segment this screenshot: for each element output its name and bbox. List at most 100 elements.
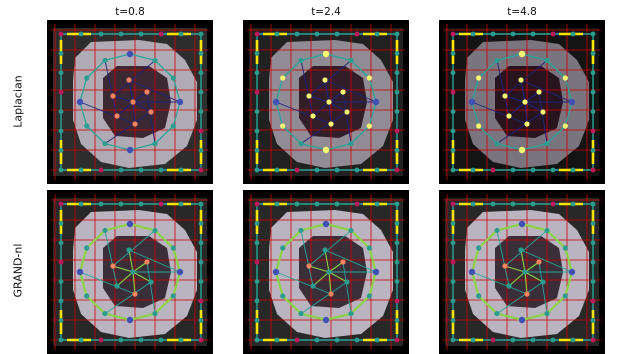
graph-node (114, 113, 120, 119)
inner-edge (104, 60, 118, 117)
graph-node (550, 337, 556, 343)
inner-edge (328, 271, 332, 295)
inner-edge (324, 79, 377, 103)
graph-node (254, 318, 260, 323)
graph-node (374, 167, 380, 173)
graph-node (198, 298, 204, 304)
graph-node (326, 269, 332, 275)
graph-node (590, 318, 596, 323)
graph-node (490, 337, 496, 343)
panel-grand-nl-t4.8 (439, 190, 605, 354)
graph-node (298, 140, 304, 147)
graph-node (118, 337, 124, 343)
inner-edge (342, 91, 352, 144)
ring-edge (521, 53, 548, 62)
inner-edge (471, 101, 528, 125)
ring-edge (325, 222, 352, 232)
graph-node (550, 31, 556, 37)
graph-node (84, 293, 90, 299)
ring-edge (154, 59, 174, 79)
graph-node (76, 98, 84, 106)
ring-edge (470, 271, 480, 297)
graph-node (394, 221, 400, 226)
graph-node (98, 337, 104, 343)
graph-node (314, 337, 320, 343)
graph-node (450, 221, 456, 226)
ring-edge (368, 271, 378, 297)
graph-node (510, 167, 516, 173)
inner-edge (328, 101, 348, 113)
graph-node (118, 167, 124, 173)
graph-node (84, 245, 90, 251)
panel-laplacian-t4.8 (439, 20, 605, 184)
inner-edge (328, 91, 344, 103)
ring-edge (564, 77, 573, 103)
graph-node (170, 245, 176, 251)
graph-node (152, 57, 158, 64)
graph-node (354, 31, 360, 37)
graph-node (348, 140, 354, 147)
graph-node (394, 298, 400, 304)
inner-edge (504, 95, 526, 103)
graph-node (518, 50, 526, 58)
graph-node (590, 128, 596, 134)
inner-edge (520, 249, 526, 273)
graph-node (568, 268, 576, 276)
graph-node (98, 31, 104, 37)
graph-node (254, 70, 260, 76)
inner-edge (524, 271, 528, 295)
inner-edge (324, 249, 377, 273)
graph-node (178, 167, 184, 173)
graph-node (254, 259, 260, 265)
inner-edge (146, 261, 156, 314)
graph-node (76, 268, 84, 276)
inner-edge (328, 271, 348, 283)
graph-node (366, 293, 372, 299)
graph-node (280, 245, 286, 251)
ring-edge (496, 142, 523, 151)
inner-edge (275, 101, 332, 125)
inner-edge (312, 271, 330, 287)
graph-node (394, 148, 400, 153)
ring-edge (350, 295, 371, 315)
graph-node (334, 167, 340, 173)
graph-node (510, 31, 516, 37)
graph-node (394, 51, 400, 56)
graph-node (78, 337, 84, 343)
ring-edge (564, 247, 574, 273)
graph-node (450, 31, 456, 37)
graph-node (322, 316, 330, 324)
inner-edge (308, 60, 352, 97)
graph-node (348, 310, 354, 317)
graph-node (274, 201, 280, 207)
ring-edge (104, 142, 131, 151)
ring-edge (129, 142, 156, 151)
graph-node (254, 201, 260, 207)
graph-node (550, 167, 556, 173)
graph-node (198, 337, 204, 343)
graph-node (118, 201, 124, 207)
graph-node (394, 89, 400, 95)
ring-edge (350, 125, 370, 145)
graph-node (198, 279, 204, 284)
graph-node (98, 167, 104, 173)
inner-edge (300, 230, 314, 287)
graph-node (280, 75, 286, 81)
graph-node (450, 167, 456, 173)
graph-node (502, 263, 508, 269)
inner-edge (520, 79, 573, 103)
graph-node (340, 89, 346, 95)
ring-edge (368, 247, 378, 273)
ring-edge (78, 247, 88, 273)
graph-node (178, 337, 184, 343)
graph-node (544, 140, 550, 147)
inner-edge (104, 281, 152, 314)
graph-node (394, 201, 400, 207)
ring-edge (368, 101, 377, 127)
ring-edge (172, 247, 182, 273)
graph-node (530, 201, 536, 207)
graph-node (132, 291, 138, 297)
graph-node (144, 89, 150, 95)
ring-edge (368, 77, 377, 103)
graph-node (590, 337, 596, 343)
